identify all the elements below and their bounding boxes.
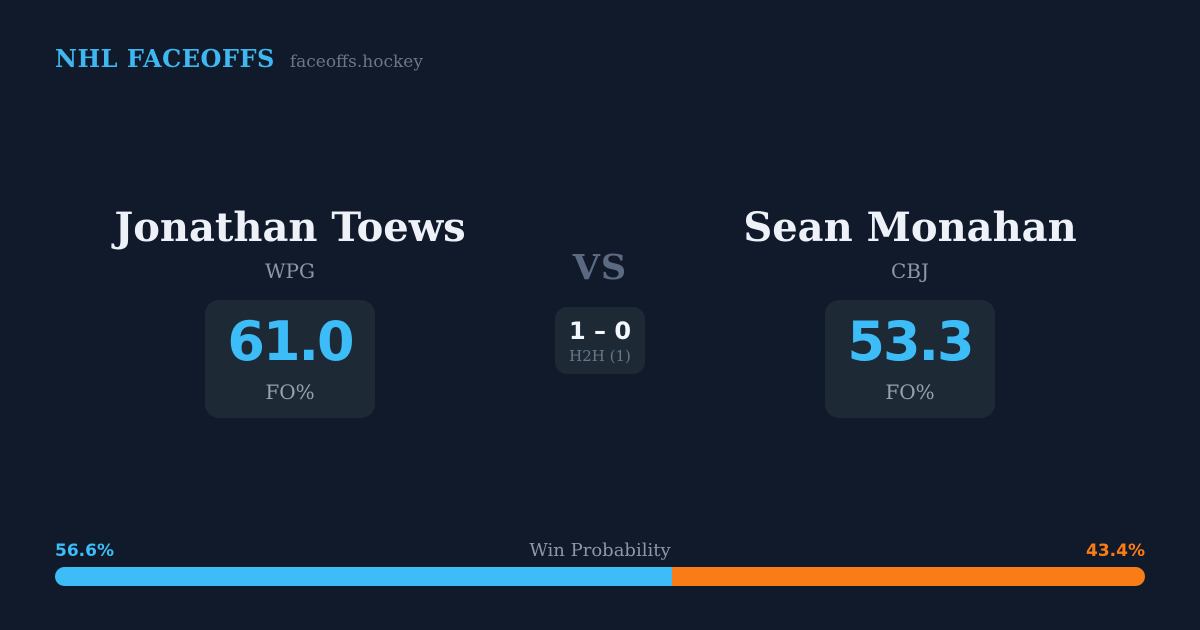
win-probability-bar-left-segment: [55, 567, 672, 586]
player-right-fo-pct: 53.3: [847, 309, 974, 373]
win-probability-section: 56.6% Win Probability 43.4%: [55, 540, 1145, 586]
player-left-name: Jonathan Toews: [114, 204, 466, 251]
player-right-team: CBJ: [890, 259, 930, 283]
player-left-team: WPG: [265, 259, 315, 283]
player-right-column: Sean Monahan CBJ 53.3 FO%: [700, 205, 1120, 418]
h2h-box: 1 – 0 H2H (1): [555, 307, 645, 374]
player-right-stat-box: 53.3 FO%: [825, 300, 995, 418]
header: NHL FACEOFFS faceoffs.hockey: [55, 44, 423, 73]
player-right-stat-label: FO%: [885, 379, 935, 404]
win-probability-left-pct: 56.6%: [55, 541, 114, 561]
vs-column: VS 1 – 0 H2H (1): [500, 248, 700, 374]
win-probability-bar-right-segment: [671, 567, 1145, 586]
player-left-column: Jonathan Toews WPG 61.0 FO%: [80, 205, 500, 418]
brand-title: NHL FACEOFFS: [55, 44, 275, 73]
player-left-fo-pct: 61.0: [227, 309, 354, 373]
win-probability-bar: [55, 567, 1145, 586]
player-left-stat-box: 61.0 FO%: [205, 300, 375, 418]
h2h-score: 1 – 0: [568, 317, 632, 345]
win-probability-title: Win Probability: [529, 540, 671, 561]
site-url: faceoffs.hockey: [289, 52, 423, 72]
player-right-name: Sean Monahan: [743, 204, 1077, 251]
win-probability-right-pct: 43.4%: [1086, 541, 1145, 561]
vs-label: VS: [572, 247, 628, 288]
player-left-stat-label: FO%: [265, 379, 315, 404]
win-probability-labels: 56.6% Win Probability 43.4%: [55, 540, 1145, 562]
h2h-label: H2H (1): [569, 347, 631, 365]
